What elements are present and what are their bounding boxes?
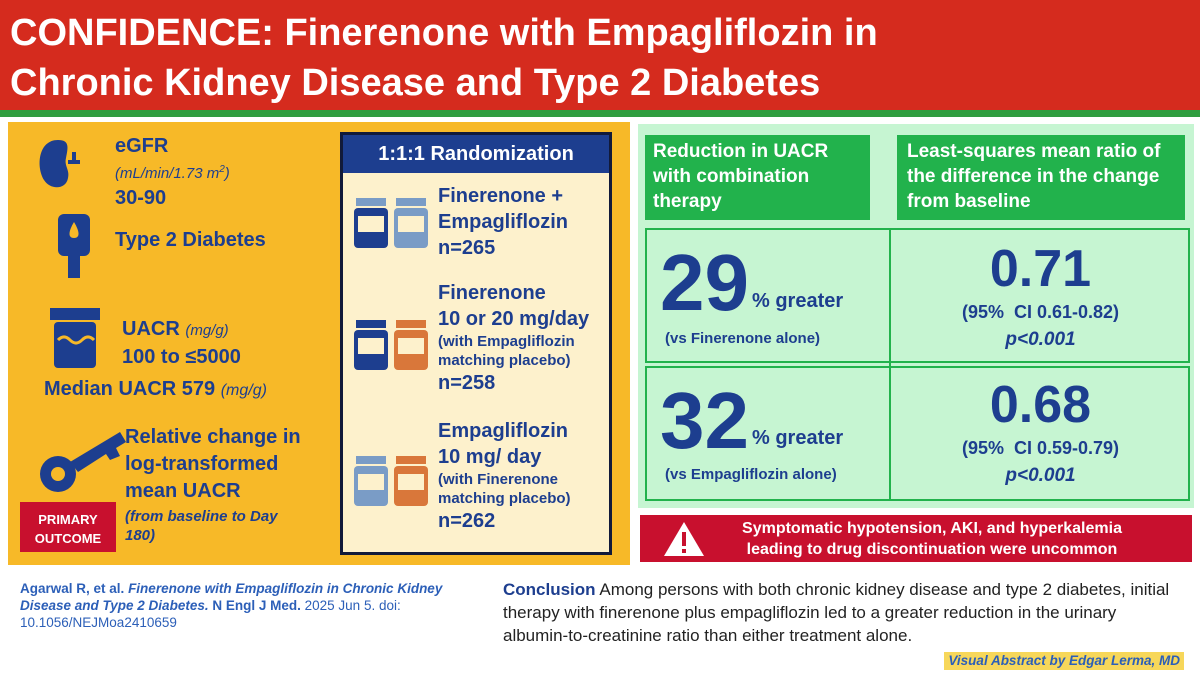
citation-doi: doi: 10.1056/NEJMoa2410659 [20, 598, 401, 630]
cup-icon [50, 308, 100, 320]
arm-n: n=258 [438, 372, 496, 394]
credit: Visual Abstract by Edgar Lerma, MD [944, 652, 1184, 670]
kidney-icon [68, 152, 80, 164]
title-line: CONFIDENCE: Finerenone with Empagliflozi… [10, 12, 878, 54]
citation-journal: N Engl J Med. [212, 598, 301, 613]
percent: 29 [660, 238, 749, 327]
kidney-icon [39, 140, 69, 188]
arm: Finerenone + Empagliflozin n=265 [438, 183, 606, 261]
uacr-range: 100 to ≤5000 [122, 346, 241, 368]
arm-name: 10 mg/ day [438, 446, 542, 468]
uacr-label: UACR [122, 318, 180, 340]
results-header: Least-squares mean ratio of the differen… [897, 135, 1185, 220]
safety-bar [640, 515, 1192, 562]
arm-name: Finerenone + [438, 185, 564, 207]
arm-n: n=262 [438, 510, 496, 532]
egfr-range: 30-90 [115, 187, 167, 209]
percent: 32 [660, 376, 749, 465]
arm-name: Empagliflozin [438, 211, 568, 233]
bottles [354, 198, 428, 506]
title-line: Chronic Kidney Disease and Type 2 Diabet… [10, 62, 821, 104]
arm-name: Empagliflozin [438, 420, 568, 442]
cup-icon [54, 322, 96, 368]
p-value: p<0.001 [1005, 329, 1076, 350]
percent-label: % greater [752, 427, 844, 449]
title-stripe [0, 110, 1200, 117]
safety-text: Symptomatic hypotension, AKI, and hyperk… [742, 520, 1122, 558]
arm-detail: (with Empagliflozin matching placebo) [438, 333, 575, 369]
results-header: Reduction in UACR with combination thera… [645, 135, 870, 220]
badge-text: PRIMARY OUTCOME [20, 510, 116, 548]
comparator: (vs Empagliflozin alone) [665, 466, 837, 483]
comparator: (vs Finerenone alone) [665, 330, 821, 347]
outcome-text: Relative change in log-transformed mean … [125, 426, 301, 502]
badge-line: PRIMARY [38, 512, 98, 527]
bottle-pair [354, 320, 428, 370]
ratio: 0.71 [989, 240, 1092, 298]
citation-date: 2025 Jun 5. [304, 598, 376, 613]
result-row [645, 366, 1190, 501]
meter-icon [68, 256, 80, 278]
conclusion-text: Among persons with both chronic kidney d… [503, 580, 1170, 645]
percent-label: % greater [752, 290, 844, 312]
result-row [645, 228, 1190, 363]
icons [20, 140, 126, 552]
arm: Finerenone 10 or 20 mg/day (with Empagli… [438, 280, 606, 396]
citation-title: Finerenone with Empagliflozin in Chronic… [20, 581, 443, 613]
p-value: p<0.001 [1005, 465, 1076, 486]
egfr-unit: (mL/min/1.73 m [115, 165, 220, 182]
diabetes: Type 2 Diabetes [115, 229, 266, 251]
arm-name: 10 or 20 mg/day [438, 308, 590, 330]
uacr: UACR (mg/g) 100 to ≤5000 [122, 316, 241, 370]
cup-icon [56, 335, 96, 345]
ratio: 0.68 [989, 376, 1092, 434]
ci: (95% CI 0.61-0.82) [961, 302, 1120, 322]
arm-name: Finerenone [438, 282, 546, 304]
bottle-pair [354, 198, 428, 248]
conclusion: Conclusion Among persons with both chron… [503, 578, 1183, 647]
citation: Agarwal R, et al. Finerenone with Empagl… [20, 580, 490, 631]
arm: Empagliflozin 10 mg/ day (with Finerenon… [438, 418, 606, 534]
arm-n: n=265 [438, 237, 496, 259]
egfr-label: eGFR [115, 135, 169, 157]
outcome-note: (from baseline to Day 180) [125, 508, 278, 544]
ci: (95% CI 0.59-0.79) [961, 438, 1120, 458]
key-icon [70, 432, 126, 472]
divider [889, 228, 891, 499]
key-icon [51, 467, 65, 481]
egfr-unit: ) [224, 165, 230, 182]
arm-detail: (with Finerenone matching placebo) [438, 471, 571, 507]
egfr: eGFR (mL/min/1.73 m2) 30-90 [115, 134, 230, 210]
randomization-title: 1:1:1 Randomization [343, 135, 609, 173]
median-unit: (mg/g) [220, 382, 267, 399]
median-uacr: Median UACR 579 (mg/g) [44, 378, 267, 401]
ratio-block: 0.71 (95% CI 0.61-0.82) p<0.001 [893, 240, 1188, 354]
title-bar [0, 0, 1200, 110]
badge-line: OUTCOME [34, 531, 102, 546]
ratio-block: 0.68 (95% CI 0.59-0.79) p<0.001 [893, 376, 1188, 490]
warning-icon [664, 522, 704, 556]
bottle-pair [354, 456, 428, 506]
median-text: Median UACR 579 [44, 378, 216, 400]
uacr-unit: (mg/g) [185, 322, 229, 339]
egfr-unit-exp: 2 [219, 164, 225, 175]
meter-icon [69, 222, 79, 238]
title: CONFIDENCE: Finerenone with Empagliflozi… [10, 8, 878, 108]
citation-authors: Agarwal R, et al. [20, 581, 125, 596]
conclusion-label: Conclusion [503, 580, 596, 599]
primary-outcome-badge [20, 502, 116, 552]
